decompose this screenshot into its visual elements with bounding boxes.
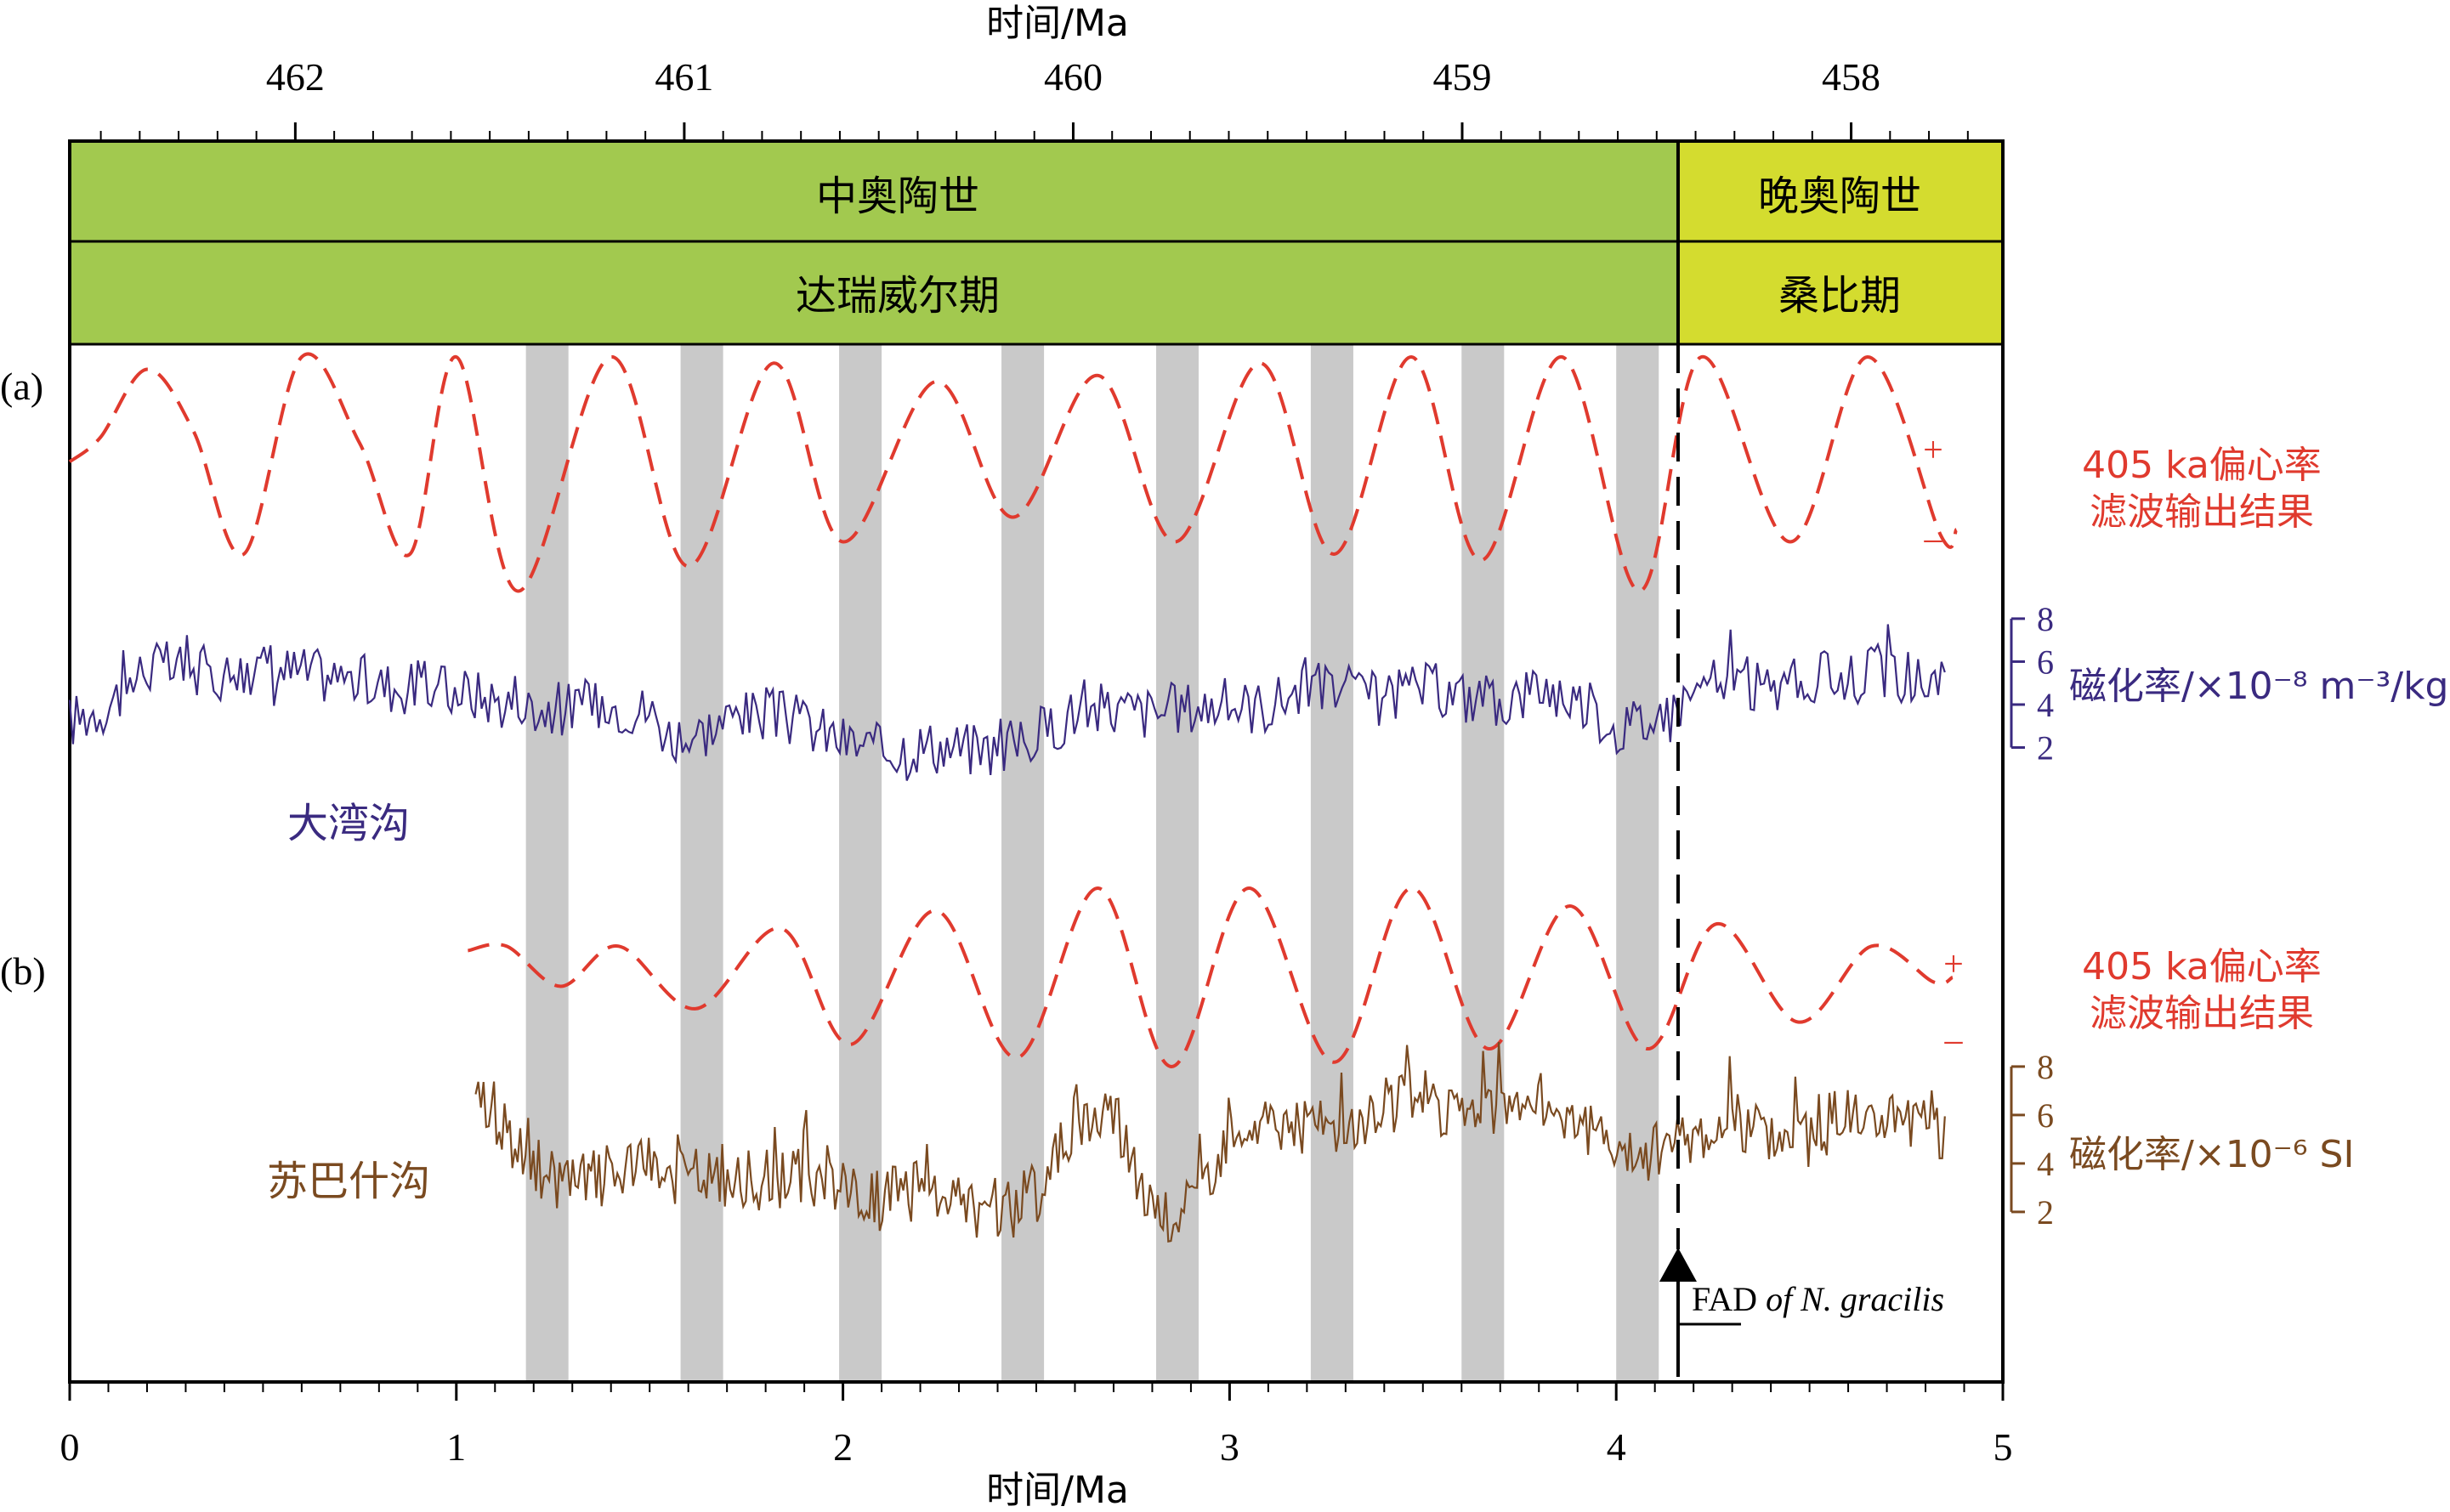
- gray-band-7: [1461, 344, 1505, 1382]
- gray-band-8: [1616, 344, 1659, 1382]
- filter-label-b-line1: 405 ka偏心率: [2082, 945, 2322, 988]
- y-tick-label-1-4: 4: [2037, 686, 2054, 724]
- eccentricity-filter-line-2: [467, 886, 1954, 1069]
- series-label-middle: 中奥陶世: [816, 173, 979, 220]
- bottom-tick-label-2: 2: [833, 1425, 853, 1469]
- unit-label-b: 磁化率/×10⁻⁶ SI: [2069, 1133, 2354, 1176]
- site-label-dawangou: 大湾沟: [287, 800, 410, 847]
- series-box-1: [68, 139, 1680, 243]
- series-label-late: 晚奥陶世: [1758, 173, 1921, 220]
- plus-sign-b: +: [1943, 945, 1964, 984]
- eccentricity-filter-line-1: [68, 352, 1959, 593]
- gray-band-6: [1310, 344, 1353, 1382]
- site-label-subashigou: 苏巴什沟: [267, 1158, 430, 1205]
- bottom-tick-label-3: 3: [1220, 1425, 1239, 1469]
- y-tick-label-2-8: 8: [2037, 1048, 2054, 1086]
- top-tick-label-459: 459: [1433, 55, 1492, 99]
- gray-band-1: [525, 344, 569, 1382]
- gray-band-2: [680, 344, 723, 1382]
- top-tick-label-462: 462: [266, 55, 325, 99]
- bottom-tick-label-4: 4: [1607, 1425, 1626, 1469]
- y-tick-label-1-8: 8: [2037, 600, 2054, 638]
- boundary-marker: [1659, 141, 1741, 1377]
- bottom-tick-label-5: 5: [1993, 1425, 2013, 1469]
- plus-sign-a: +: [1923, 431, 1943, 470]
- top-axis: 462 461 460 459 458: [99, 55, 1969, 141]
- series: [68, 352, 1959, 1243]
- y-tick-label-1-6: 6: [2037, 643, 2054, 681]
- annotation-italic: of N. gracilis: [1766, 1280, 1944, 1318]
- stage-label-darriwilian: 达瑞威尔期: [796, 272, 1000, 320]
- filter-label-a-line1: 405 ka偏心率: [2082, 444, 2322, 487]
- stage-box-2: [1676, 240, 2005, 346]
- stratigraphy-columns: [68, 139, 2005, 346]
- annotation-prefix: FAD: [1692, 1280, 1757, 1318]
- top-tick-label-461: 461: [655, 55, 713, 99]
- top-axis-title: 时间/Ma: [986, 2, 1129, 45]
- unit-label-a: 磁化率/×10⁻⁸ m⁻³/kg: [2069, 665, 2449, 708]
- gray-band-3: [839, 344, 882, 1382]
- gray-bands: [525, 344, 1659, 1382]
- gray-band-5: [1155, 344, 1199, 1382]
- top-tick-label-458: 458: [1822, 55, 1880, 99]
- filter-label-a-line2: 滤波输出结果: [2090, 490, 2314, 534]
- right-axes: 8 6 4 2 8 6 4 2: [2010, 600, 2054, 1232]
- gray-band-4: [1001, 344, 1045, 1382]
- top-tick-label-460: 460: [1044, 55, 1103, 99]
- y-tick-label-2-6: 6: [2037, 1096, 2054, 1135]
- y-tick-label-1-2: 2: [2037, 729, 2054, 767]
- bottom-tick-label-1: 1: [446, 1425, 466, 1469]
- panel-label-b: (b): [0, 949, 46, 993]
- susceptibility-line-1: [68, 624, 1946, 781]
- bottom-axis-title: 时间/Ma: [986, 1469, 1129, 1512]
- filter-label-b-line2: 滤波输出结果: [2090, 992, 2314, 1035]
- y-tick-label-2-4: 4: [2037, 1145, 2054, 1183]
- stage-box-1: [68, 240, 1680, 346]
- fad-arrow-icon: [1659, 1248, 1697, 1282]
- minus-sign-a: –: [1924, 519, 1943, 558]
- bottom-axis: 0 1 2 3 4 5: [60, 1382, 2013, 1469]
- stage-label-sandbian: 桑比期: [1778, 272, 1901, 320]
- y-tick-label-2-2: 2: [2037, 1193, 2054, 1232]
- minus-sign-b: –: [1944, 1021, 1964, 1060]
- susceptibility-line-2: [474, 1041, 1946, 1243]
- boundary-annotation: FAD of N. gracilis: [1692, 1280, 1944, 1318]
- panel-label-a: (a): [0, 365, 43, 408]
- bottom-tick-label-0: 0: [60, 1425, 80, 1469]
